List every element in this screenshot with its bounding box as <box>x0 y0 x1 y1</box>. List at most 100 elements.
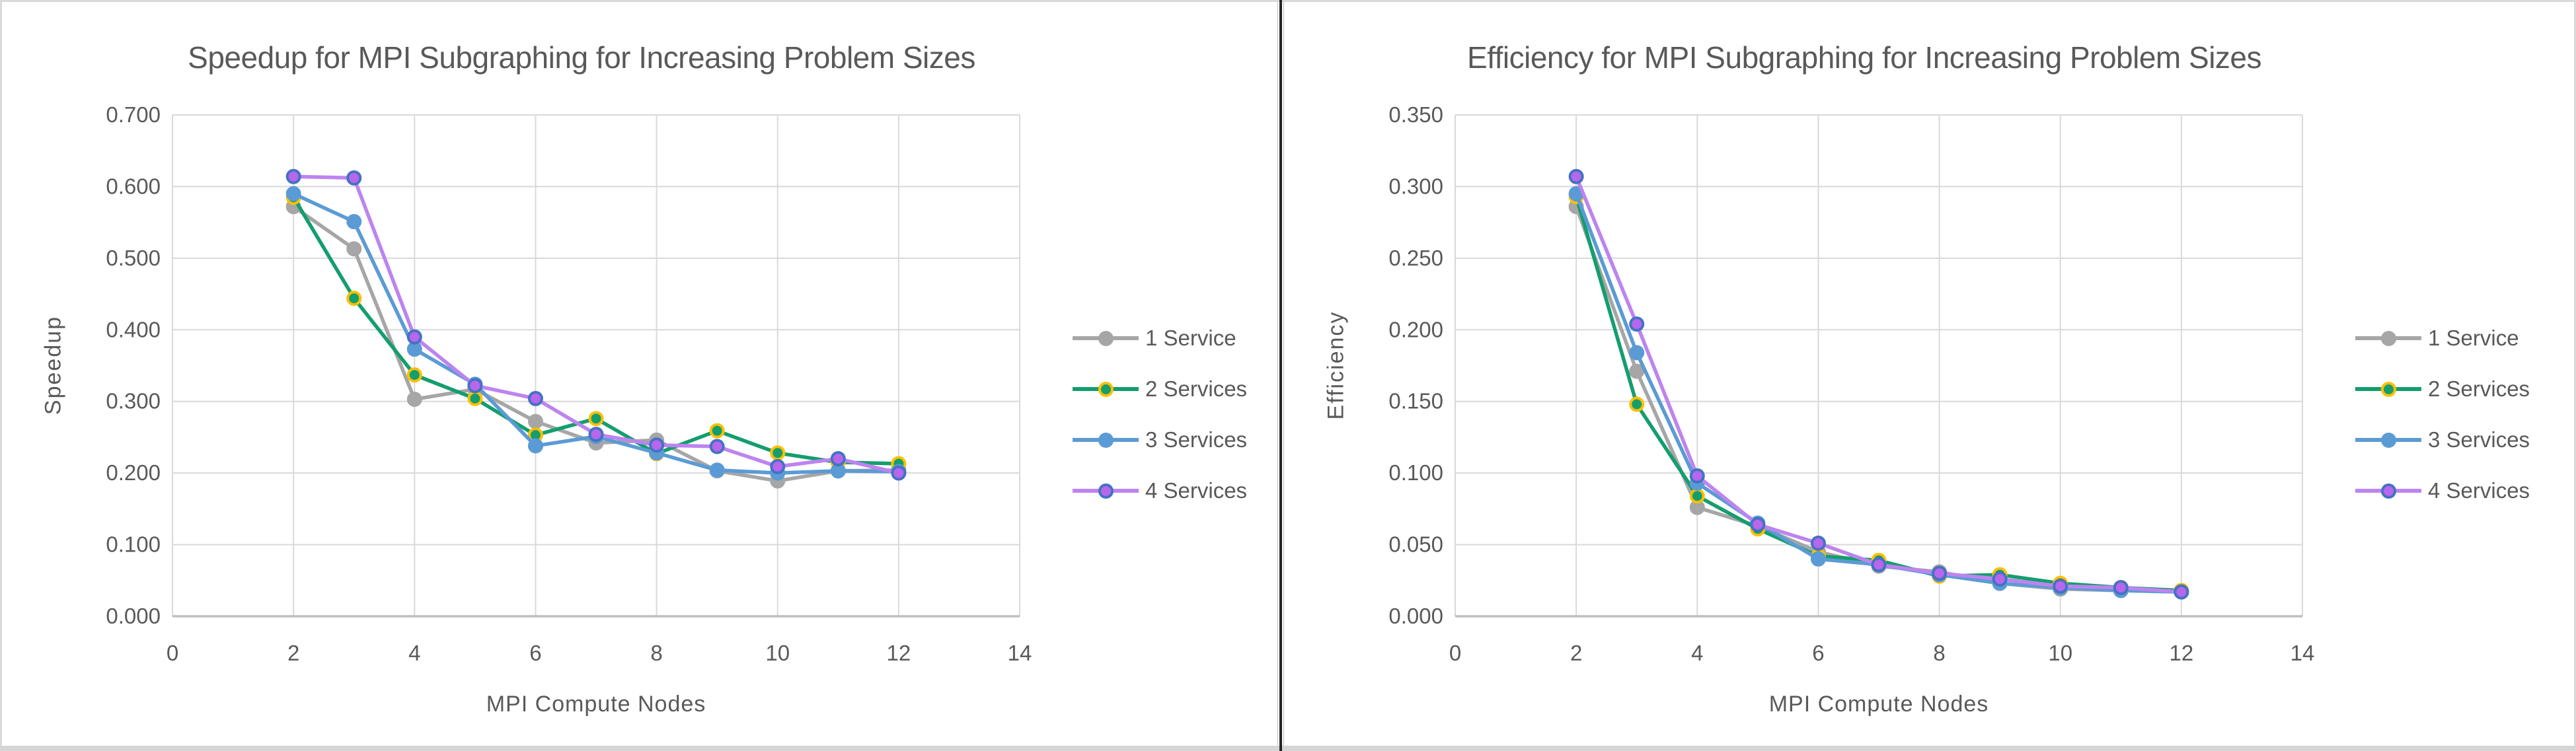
legend-label: 2 Services <box>2428 376 2530 401</box>
x-tick-label: 8 <box>650 641 662 665</box>
y-tick-label: 0.500 <box>106 246 161 270</box>
y-tick-label: 0.100 <box>106 532 161 557</box>
series-2-marker-icon <box>1073 381 1139 397</box>
data-point-marker <box>1810 535 1826 551</box>
series-2-marker-icon <box>2355 381 2421 397</box>
data-point-marker <box>770 445 786 461</box>
data-point-marker <box>285 186 301 201</box>
efficiency-chart-canvas: 0.000 0.050 0.100 0.150 0.200 0.250 0.300 0.350… <box>1388 102 2314 665</box>
data-point-marker <box>709 462 725 478</box>
y-axis-label: Speedup <box>40 315 66 415</box>
panel-divider-light-left <box>1277 2 1278 746</box>
legend-item-4-services: 4 Services <box>2355 478 2530 503</box>
data-point-marker <box>588 411 604 427</box>
legend-label: 1 Service <box>2428 326 2519 350</box>
panel-divider-light-right <box>1283 2 1284 746</box>
x-tick-label: 0 <box>167 641 178 665</box>
y-tick-label: 0.150 <box>1388 389 1443 413</box>
legend-label: 1 Service <box>1145 326 1236 350</box>
data-point-marker <box>527 438 543 454</box>
data-point-marker <box>406 367 422 383</box>
x-tick-label: 10 <box>765 641 790 665</box>
speedup-chart-panel: 0.000 0.100 0.200 0.300 0.400 0.500 0.600 0.700… <box>2 2 1277 746</box>
legend-label: 4 Services <box>1145 478 1248 503</box>
legend-item-2-services: 2 Services <box>2355 376 2530 401</box>
gridlines <box>1455 114 2303 618</box>
data-point-marker <box>1810 551 1826 567</box>
data-point-marker <box>1750 517 1766 532</box>
x-tick-label: 14 <box>1008 641 1032 665</box>
x-axis-label: MPI Compute Nodes <box>486 692 706 717</box>
speedup-chart-canvas: 0.000 0.100 0.200 0.300 0.400 0.500 0.600 0.700… <box>106 102 1032 665</box>
data-point-marker <box>1629 316 1645 332</box>
data-point-marker <box>2174 584 2189 600</box>
page-border-right <box>2574 0 2576 751</box>
data-point-marker <box>1629 396 1645 412</box>
bottom-edge-strip <box>0 746 2576 751</box>
data-point-marker <box>709 423 725 439</box>
data-point-marker <box>346 241 362 257</box>
page-border-top <box>0 0 2576 2</box>
y-tick-label: 0.350 <box>1388 102 1443 127</box>
data-point-marker <box>1932 565 1948 581</box>
x-tick-label: 2 <box>1570 641 1582 665</box>
series-1-marker-icon <box>2355 330 2421 346</box>
gridlines <box>172 114 1020 618</box>
y-tick-label: 0.000 <box>1388 604 1443 628</box>
data-point-marker <box>1568 168 1584 184</box>
legend-item-3-services: 3 Services <box>1073 427 1247 452</box>
y-tick-label: 0.300 <box>106 389 161 413</box>
data-point-marker <box>467 378 483 394</box>
data-point-marker <box>588 427 604 443</box>
data-point-marker <box>1629 363 1645 379</box>
data-point-marker <box>467 390 483 406</box>
x-tick-label: 10 <box>2048 641 2072 665</box>
legend-item-1-service: 1 Service <box>2355 326 2530 350</box>
data-point-marker <box>285 168 301 184</box>
chart-title: Efficiency for MPI Subgraphing for Incre… <box>1466 40 2262 75</box>
x-tick-label: 12 <box>2169 641 2193 665</box>
y-tick-label: 0.100 <box>1388 460 1443 485</box>
series-line <box>1574 194 2183 592</box>
series-3-marker-icon <box>1073 432 1139 448</box>
y-tick-label: 0.050 <box>1388 532 1443 557</box>
chart-title: Speedup for MPI Subgraphing for Increasi… <box>188 40 975 75</box>
data-point-marker <box>2113 580 2129 596</box>
x-tick-label: 4 <box>408 641 420 665</box>
series-line <box>1574 174 2183 594</box>
legend-item-3-services: 3 Services <box>2355 427 2530 452</box>
panel-divider <box>1279 0 1282 751</box>
legend-item-2-services: 2 Services <box>1073 376 1248 401</box>
data-point-marker <box>527 413 543 429</box>
legend-label: 2 Services <box>1145 376 1248 401</box>
y-tick-label: 0.200 <box>1388 317 1443 341</box>
x-tick-label: 2 <box>287 641 299 665</box>
tick-labels: 0.000 0.050 0.100 0.150 0.200 0.250 0.300 0.350… <box>1388 102 2314 665</box>
series-4-services <box>1568 168 2189 600</box>
tick-labels: 0.000 0.100 0.200 0.300 0.400 0.500 0.600 0.700… <box>106 102 1032 665</box>
series-4-marker-icon <box>2355 483 2421 499</box>
x-tick-label: 6 <box>529 641 541 665</box>
x-tick-label: 14 <box>2291 641 2315 665</box>
data-point-marker <box>1629 345 1645 361</box>
data-point-marker <box>830 450 846 466</box>
series-line <box>1574 192 2183 594</box>
data-point-marker <box>346 291 362 306</box>
y-tick-label: 0.250 <box>1388 246 1443 270</box>
data-point-marker <box>1689 488 1705 504</box>
x-axis-label: MPI Compute Nodes <box>1768 692 1989 717</box>
series-1-service <box>1568 199 2189 600</box>
data-point-marker <box>406 329 422 345</box>
series-4-marker-icon <box>1073 483 1139 499</box>
data-point-marker <box>1992 571 2008 587</box>
x-tick-label: 12 <box>886 641 911 665</box>
legend-item-4-services: 4 Services <box>1073 478 1248 503</box>
x-tick-label: 0 <box>1449 641 1461 665</box>
data-point-marker <box>649 437 665 453</box>
x-tick-label: 6 <box>1812 641 1824 665</box>
legend-label: 4 Services <box>2428 478 2530 503</box>
data-point-marker <box>770 458 786 474</box>
y-tick-label: 0.200 <box>106 460 161 485</box>
legend: 1 Service 2 Services 3 Services 4 Servic… <box>2355 326 2530 503</box>
data-point-marker <box>891 465 907 481</box>
